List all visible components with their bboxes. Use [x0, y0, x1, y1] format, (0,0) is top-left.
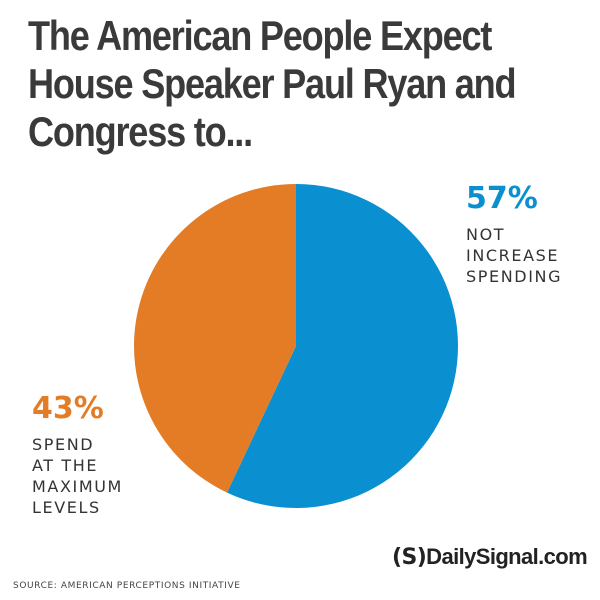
signal-logo-mark: (S) — [392, 545, 427, 570]
slice-label-line: NOT — [466, 225, 506, 244]
pie-slice-not-increase-spending — [227, 184, 459, 508]
slice-label-line: SPENDING — [466, 267, 563, 286]
daily-signal-logo: (S)DailySignal.com — [392, 544, 588, 570]
title-line: The American People Expect — [28, 12, 492, 59]
slice-label-line: INCREASE — [466, 246, 560, 265]
slice-category-label: NOT INCREASE SPENDING — [466, 224, 562, 287]
slice-category-label: SPEND AT THE MAXIMUM LEVELS — [32, 434, 123, 518]
slice-label-line: AT THE — [32, 456, 99, 475]
slice-percent-label: 57% — [466, 181, 538, 216]
logo-text: DailySignal.com — [426, 544, 588, 569]
title-line: Congress to... — [28, 108, 253, 155]
slice-label-line: MAXIMUM — [32, 477, 123, 496]
slice-label-line: SPEND — [32, 435, 95, 454]
slice-label-line: LEVELS — [32, 498, 101, 517]
source-note: SOURCE: AMERICAN PERCEPTIONS INITIATIVE — [13, 581, 241, 591]
title-line: House Speaker Paul Ryan and — [28, 60, 517, 107]
slice-percent-label: 43% — [32, 391, 104, 426]
pie-slice-spend-at-maximum — [134, 184, 296, 493]
chart-title: The American People Expect House Speaker… — [28, 12, 517, 156]
